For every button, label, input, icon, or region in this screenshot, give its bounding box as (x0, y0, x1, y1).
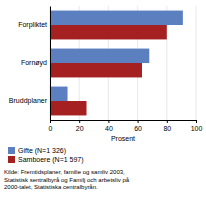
y-axis-line (50, 7, 51, 121)
x-tick-mark (138, 120, 139, 123)
legend-label: Samboere (N=1 597) (18, 156, 84, 164)
y-tick-label: Fornøyd (21, 59, 47, 67)
bars (50, 11, 183, 116)
footnote-line: 2000-talet, Statistiska centralbyrån. (4, 184, 98, 190)
legend-item: Samboere (N=1 597) (8, 156, 84, 164)
y-tick: Fornøyd (21, 59, 47, 67)
y-axis: Forpliktet Fornøyd Bruddplaner (9, 7, 51, 121)
legend-swatch (8, 156, 15, 163)
x-tick-label: 20 (76, 125, 84, 132)
x-axis: 0 20 40 60 80 100 (49, 120, 203, 132)
x-tick: 60 (134, 120, 142, 132)
legend-item: Gifte (N=1 326) (8, 147, 66, 155)
x-tick: 40 (105, 120, 113, 132)
bar (50, 101, 87, 115)
x-tick-mark (108, 120, 109, 123)
legend-label: Gifte (N=1 326) (18, 147, 66, 155)
legend-swatch (8, 147, 15, 154)
bar (50, 87, 68, 101)
x-tick: 80 (163, 120, 171, 132)
bar (50, 11, 183, 25)
x-tick: 20 (76, 120, 84, 132)
footnote: Kilde: Fremtidsplaner, familie og samliv… (4, 169, 130, 190)
bar-series (50, 25, 167, 115)
x-tick-label: 40 (105, 125, 113, 132)
y-tick: Forpliktet (18, 21, 47, 29)
y-tick-label: Bruddplaner (9, 97, 48, 105)
bar (50, 25, 167, 39)
y-tick-label: Forpliktet (18, 21, 47, 29)
x-tick-mark (79, 120, 80, 123)
x-tick-mark (196, 120, 197, 123)
legend: Gifte (N=1 326)Samboere (N=1 597) (8, 147, 84, 164)
x-tick: 0 (49, 120, 53, 132)
bar-series (50, 11, 183, 101)
footnote-line: Statistisk sentralbyrå og Familj och arb… (4, 177, 130, 183)
x-tick-mark (167, 120, 168, 123)
grid-line (50, 6, 51, 120)
bar (50, 49, 149, 63)
x-axis-title: Prosent (111, 135, 135, 142)
x-tick-label: 100 (191, 125, 203, 132)
grid-line (196, 6, 197, 120)
x-tick: 100 (191, 120, 203, 132)
chart-svg: 0 20 40 60 80 100 Forpliktet Fornøyd Bruddplaner… (0, 0, 206, 200)
x-tick-label: 80 (163, 125, 171, 132)
x-tick-label: 60 (134, 125, 142, 132)
footnote-line: Kilde: Fremtidsplaner, familie og samliv… (4, 169, 125, 175)
x-tick-label: 0 (49, 125, 53, 132)
x-axis-line (51, 121, 197, 124)
y-tick: Bruddplaner (9, 97, 48, 105)
bar (50, 63, 142, 77)
chart-container: 0 20 40 60 80 100 Forpliktet Fornøyd Bruddplaner… (0, 0, 206, 200)
grid (50, 6, 196, 120)
